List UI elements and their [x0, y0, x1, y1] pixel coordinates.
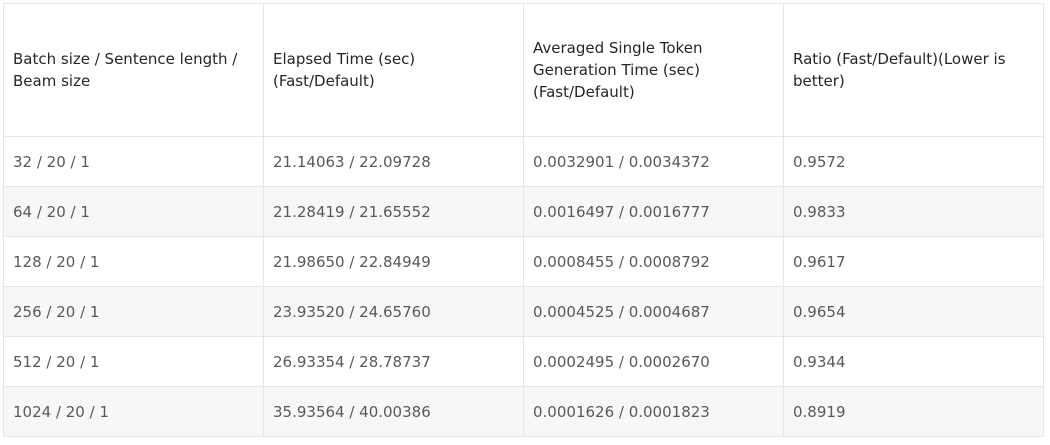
benchmark-table: Batch size / Sentence length / Beam size…: [3, 3, 1044, 437]
cell-ratio: 0.9617: [783, 236, 1044, 287]
cell-ratio: 0.9344: [783, 336, 1044, 387]
table-row: 512 / 20 / 1 26.93354 / 28.78737 0.00024…: [3, 336, 1044, 387]
cell-elapsed-time: 35.93564 / 40.00386: [263, 386, 524, 437]
header-elapsed-time: Elapsed Time (sec) (Fast/Default): [263, 3, 524, 137]
cell-elapsed-time: 26.93354 / 28.78737: [263, 336, 524, 387]
cell-ratio: 0.9654: [783, 286, 1044, 337]
table-container: Batch size / Sentence length / Beam size…: [3, 3, 1044, 437]
cell-elapsed-time: 21.98650 / 22.84949: [263, 236, 524, 287]
cell-elapsed-time: 21.14063 / 22.09728: [263, 136, 524, 187]
cell-elapsed-time: 21.28419 / 21.65552: [263, 186, 524, 237]
cell-ratio: 0.8919: [783, 386, 1044, 437]
cell-token-time: 0.0032901 / 0.0034372: [523, 136, 784, 187]
table-row: 1024 / 20 / 1 35.93564 / 40.00386 0.0001…: [3, 386, 1044, 437]
header-batch-size: Batch size / Sentence length / Beam size: [3, 3, 264, 137]
cell-elapsed-time: 23.93520 / 24.65760: [263, 286, 524, 337]
cell-batch-size: 256 / 20 / 1: [3, 286, 264, 337]
cell-batch-size: 1024 / 20 / 1: [3, 386, 264, 437]
cell-ratio: 0.9833: [783, 186, 1044, 237]
cell-token-time: 0.0016497 / 0.0016777: [523, 186, 784, 237]
cell-batch-size: 64 / 20 / 1: [3, 186, 264, 237]
header-ratio: Ratio (Fast/Default)(Lower is better): [783, 3, 1044, 137]
table-row: 32 / 20 / 1 21.14063 / 22.09728 0.003290…: [3, 136, 1044, 187]
cell-token-time: 0.0001626 / 0.0001823: [523, 386, 784, 437]
table-row: 128 / 20 / 1 21.98650 / 22.84949 0.00084…: [3, 236, 1044, 287]
header-token-time: Averaged Single Token Generation Time (s…: [523, 3, 784, 137]
cell-batch-size: 32 / 20 / 1: [3, 136, 264, 187]
cell-token-time: 0.0008455 / 0.0008792: [523, 236, 784, 287]
table-row: 256 / 20 / 1 23.93520 / 24.65760 0.00045…: [3, 286, 1044, 337]
cell-ratio: 0.9572: [783, 136, 1044, 187]
cell-batch-size: 512 / 20 / 1: [3, 336, 264, 387]
cell-token-time: 0.0004525 / 0.0004687: [523, 286, 784, 337]
cell-batch-size: 128 / 20 / 1: [3, 236, 264, 287]
table-row: 64 / 20 / 1 21.28419 / 21.65552 0.001649…: [3, 186, 1044, 237]
cell-token-time: 0.0002495 / 0.0002670: [523, 336, 784, 387]
table-header-row: Batch size / Sentence length / Beam size…: [3, 3, 1044, 137]
